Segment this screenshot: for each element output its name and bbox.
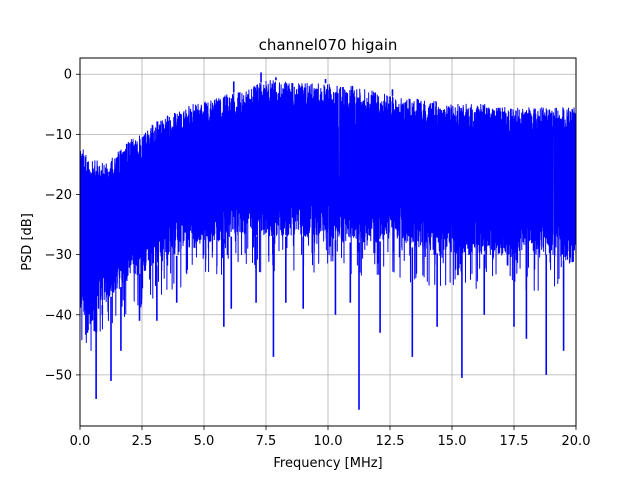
y-axis: 0 −10 −20 −30 −40 −50 (45, 68, 80, 383)
chart-title: channel070 higain (259, 36, 398, 54)
x-tick-label: 10.0 (314, 434, 343, 449)
y-axis-label: PSD [dB] (20, 213, 35, 271)
x-axis-label: Frequency [MHz] (273, 456, 382, 471)
series-layer (79, 72, 577, 410)
x-tick-label: 15.0 (438, 434, 467, 449)
y-tick-label: −20 (45, 188, 72, 203)
x-tick-label: 5.0 (194, 434, 215, 449)
y-tick-label: −10 (45, 128, 72, 143)
y-tick-label: −50 (45, 368, 72, 383)
y-tick-label: −30 (45, 248, 72, 263)
y-tick-label: −40 (45, 308, 72, 323)
x-tick-label: 12.5 (376, 434, 405, 449)
y-tick-label: 0 (64, 68, 72, 83)
x-tick-label: 7.5 (256, 434, 277, 449)
x-tick-label: 2.5 (132, 434, 153, 449)
x-tick-label: 20.0 (562, 434, 591, 449)
x-axis: 0.0 2.5 5.0 7.5 10.0 12.5 15.0 17.5 20.0 (70, 426, 591, 449)
x-tick-label: 17.5 (500, 434, 529, 449)
psd-series-line (79, 80, 577, 352)
x-tick-label: 0.0 (70, 434, 91, 449)
